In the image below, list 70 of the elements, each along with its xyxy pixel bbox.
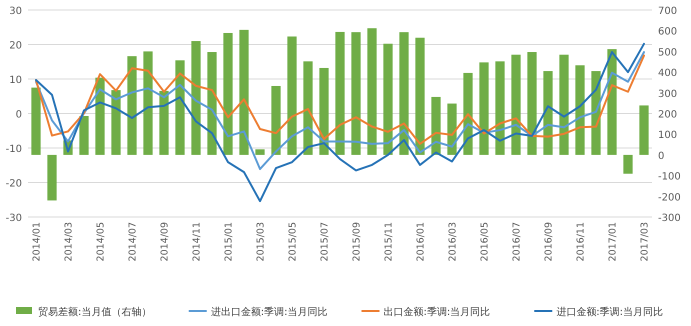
bar — [623, 154, 633, 174]
x-tick-label: 2015/09 — [352, 222, 362, 262]
x-tick-label: 2017/03 — [640, 222, 650, 262]
y2-tick-label: 500 — [658, 47, 678, 58]
x-tick-label: 2014/09 — [160, 222, 170, 262]
x-tick-label: 2014/01 — [32, 222, 42, 262]
x-tick-label: 2014/03 — [64, 222, 74, 262]
bar — [223, 32, 233, 155]
bar — [527, 52, 537, 155]
x-tick-label: 2016/09 — [544, 222, 554, 262]
bar — [47, 154, 57, 200]
y2-tick-label: 200 — [658, 110, 678, 120]
y-tick-label: 20 — [9, 40, 22, 52]
y2-tick-label: 600 — [658, 26, 678, 38]
x-tick-label: 2015/07 — [320, 222, 330, 262]
x-tick-label: 2016/07 — [512, 222, 522, 262]
bar — [271, 86, 281, 155]
bar — [287, 36, 297, 155]
bar — [111, 90, 121, 155]
y2-tick-label: 0 — [658, 150, 664, 162]
y2-tick-label: 100 — [658, 130, 678, 142]
bar — [31, 88, 41, 155]
y2-tick-label: -300 — [658, 213, 681, 224]
bar — [351, 32, 361, 155]
x-tick-label: 2016/01 — [416, 222, 426, 262]
x-tick-label: 2015/05 — [288, 222, 298, 262]
x-tick-label: 2014/05 — [96, 222, 106, 262]
bar — [239, 30, 249, 155]
bar — [639, 105, 649, 155]
bar — [399, 32, 409, 155]
y-tick-label: 10 — [9, 75, 22, 86]
x-tick-label: 2015/11 — [384, 222, 394, 262]
x-tick-label: 2016/11 — [576, 222, 586, 262]
legend-label: 进出口金额:季调:当月同比 — [210, 306, 328, 318]
y-tick-label: 0 — [16, 110, 22, 120]
line-series — [35, 51, 645, 170]
legend-label: 进口金额:季调:当月同比 — [556, 306, 663, 318]
y2-tick-label: -100 — [658, 172, 681, 183]
bar — [335, 32, 345, 155]
y2-tick-label: -200 — [658, 192, 681, 204]
bar — [559, 54, 569, 155]
bar — [511, 54, 521, 155]
x-tick-label: 2016/05 — [480, 222, 490, 262]
line-series — [35, 42, 645, 202]
x-tick-label: 2014/07 — [128, 222, 138, 262]
y-tick-label: 30 — [9, 6, 22, 17]
bar — [495, 61, 505, 155]
bar — [79, 116, 89, 155]
legend-label: 出口金额:季调:当月同比 — [384, 306, 490, 318]
y2-tick-label: 700 — [658, 6, 678, 17]
bar — [255, 149, 265, 155]
y-tick-label: -30 — [6, 213, 22, 224]
y-tick-label: -10 — [6, 144, 22, 155]
x-tick-label: 2015/01 — [224, 222, 234, 262]
y2-tick-label: 400 — [658, 68, 678, 80]
y2-tick-label: 300 — [658, 88, 678, 100]
x-tick-label: 2017/01 — [608, 222, 618, 262]
bar — [383, 44, 393, 155]
bar — [415, 38, 425, 155]
x-tick-label: 2016/03 — [448, 222, 458, 262]
x-tick-label: 2014/11 — [192, 222, 202, 262]
bar — [191, 41, 201, 155]
legend-label: 贸易差额:当月值（右轴） — [38, 306, 152, 318]
x-tick-label: 2015/03 — [256, 222, 266, 262]
bar — [479, 62, 489, 155]
bar — [143, 51, 153, 155]
bar — [367, 28, 377, 155]
y-tick-label: -20 — [6, 178, 22, 190]
bar — [127, 56, 137, 155]
line-series — [35, 54, 645, 145]
